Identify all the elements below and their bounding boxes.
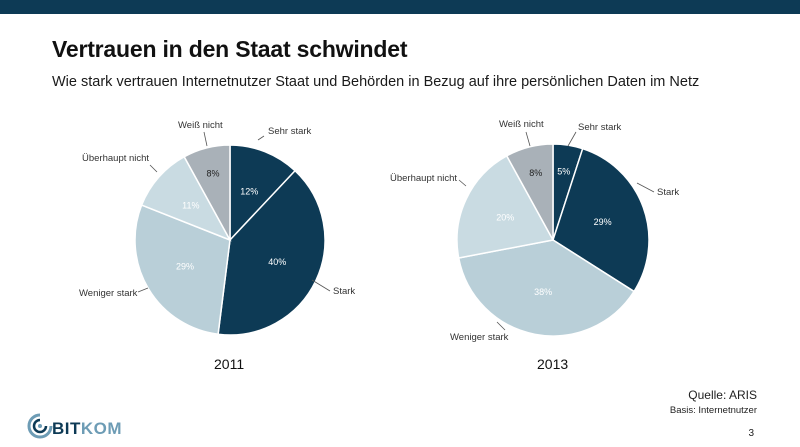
pie-2011-slice-stark	[217, 169, 326, 336]
pie-2013-value-sehr-stark: 5%	[557, 167, 570, 177]
pie-2011-value-weniger-stark: 29%	[176, 262, 194, 272]
pie-2011-leader-ueberhaupt-nicht	[149, 164, 158, 173]
pie-2013-slice-weniger-stark	[457, 239, 636, 337]
logo-text: BITKOM	[52, 419, 123, 438]
pie-2011-category-ueberhaupt-nicht: Überhaupt nicht	[82, 153, 149, 164]
pie-2013-value-weiss-nicht: 8%	[529, 168, 542, 178]
page-subtitle: Wie stark vertrauen Internetnutzer Staat…	[52, 74, 700, 90]
bitkom-logo-icon	[27, 413, 53, 439]
pie-2013-category-sehr-stark: Sehr stark	[578, 122, 622, 133]
pie-2011-category-sehr-stark: Sehr stark	[268, 126, 312, 137]
pie-2013-value-stark: 29%	[594, 217, 612, 227]
page-number: 3	[748, 428, 754, 439]
pie-2013-category-stark: Stark	[657, 187, 679, 198]
pie-2011-value-sehr-stark: 12%	[240, 186, 258, 196]
pie-2013-leader-sehr-stark	[567, 131, 577, 147]
pie-2011-leader-weniger-stark	[137, 287, 149, 293]
pie-2011-value-stark: 40%	[268, 257, 286, 267]
page-title: Vertrauen in den Staat schwindet	[52, 36, 408, 62]
pie-2011-category-weiss-nicht: Weiß nicht	[178, 120, 223, 131]
chart-year-2011: 2011	[214, 356, 245, 372]
pie-2013-slice-ueberhaupt-nicht	[456, 154, 555, 259]
pie-2011-leader-stark	[311, 279, 331, 292]
pie-2013-value-weniger-stark: 38%	[534, 287, 552, 297]
pie-2013-leader-weiss-nicht	[525, 131, 531, 147]
pie-2013-slice-stark	[552, 147, 650, 293]
pie-2013-category-weiss-nicht: Weiß nicht	[499, 119, 544, 130]
pie-2013-category-ueberhaupt-nicht: Überhaupt nicht	[390, 173, 457, 184]
pie-2013-slice-weiss-nicht	[505, 143, 554, 241]
pie-2011-slice-sehr-stark	[229, 144, 297, 242]
chart-year-2013: 2013	[537, 356, 569, 372]
pie-2013-leader-weniger-stark	[496, 321, 506, 331]
pie-2011-slice-weiss-nicht	[183, 144, 231, 241]
pie-2011-slice-ueberhaupt-nicht	[140, 155, 232, 242]
pie-2013-category-weniger-stark: Weniger stark	[450, 332, 509, 343]
pie-2011-category-stark: Stark	[333, 286, 355, 297]
pie-2011-leader-sehr-stark	[257, 135, 265, 141]
pie-2011-value-ueberhaupt-nicht: 11%	[182, 200, 199, 210]
pie-2013-value-ueberhaupt-nicht: 20%	[496, 213, 514, 223]
pie-2013-leader-ueberhaupt-nicht	[458, 179, 467, 187]
pie-2011-slice-weniger-stark	[134, 204, 231, 336]
top-bar	[0, 0, 800, 14]
pie-2011-value-weiss-nicht: 8%	[206, 169, 219, 179]
source-label: Quelle: ARIS	[688, 388, 757, 402]
basis-label: Basis: Internetnutzer	[669, 405, 757, 416]
pie-2011-leader-weiss-nicht	[203, 131, 208, 147]
pie-2013-leader-stark	[636, 182, 655, 193]
pie-2011-category-weniger-stark: Weniger stark	[79, 288, 138, 299]
